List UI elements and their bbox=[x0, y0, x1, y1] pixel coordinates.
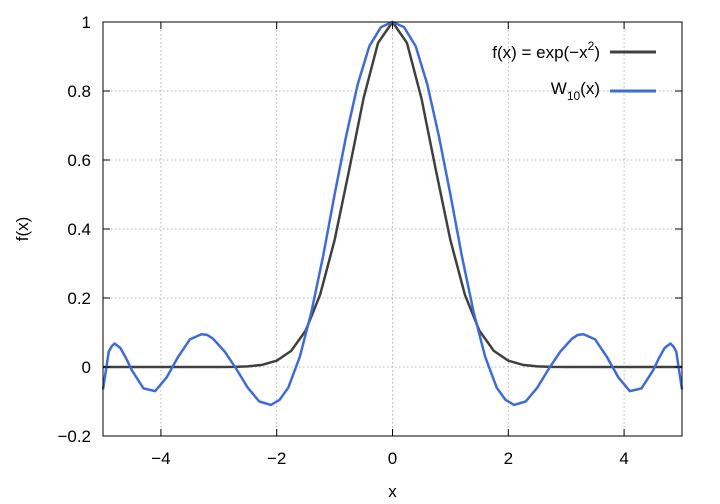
legend-label-f: f(x) = exp(−x2) bbox=[492, 39, 600, 62]
x-tick-label: −2 bbox=[267, 449, 286, 468]
x-tick-label: 2 bbox=[504, 449, 513, 468]
y-tick-label: 0.8 bbox=[67, 82, 91, 101]
x-axis-label: x bbox=[388, 482, 397, 501]
y-tick-label: 0.2 bbox=[67, 289, 91, 308]
y-tick-label: 0 bbox=[82, 358, 91, 377]
y-tick-label: −0.2 bbox=[57, 427, 91, 446]
y-tick-label: 0.4 bbox=[67, 220, 91, 239]
y-axis-label: f(x) bbox=[13, 217, 32, 242]
x-tick-label: 4 bbox=[619, 449, 628, 468]
legend-label-w10: W10(x) bbox=[551, 79, 600, 103]
x-tick-label: 0 bbox=[388, 449, 397, 468]
x-tick-label: −4 bbox=[151, 449, 170, 468]
legend: f(x) = exp(−x2) W10(x) bbox=[492, 39, 656, 103]
y-tick-label: 0.6 bbox=[67, 151, 91, 170]
ticks: −4 −2 0 2 4 −0.2 0 0.2 0.4 0.6 0.8 1 bbox=[57, 13, 682, 468]
y-tick-label: 1 bbox=[82, 13, 91, 32]
